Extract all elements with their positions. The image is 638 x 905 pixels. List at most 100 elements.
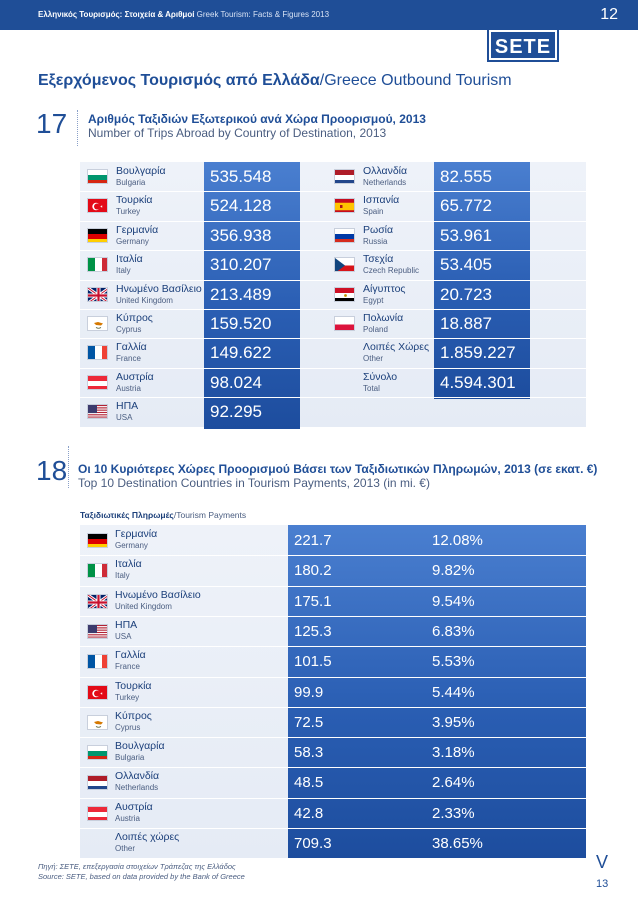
country-name-gr: Βουλγαρία bbox=[115, 740, 165, 753]
russia-flag-icon bbox=[334, 227, 355, 243]
country-name-en: Cyprus bbox=[116, 325, 142, 334]
payments-subtitle-gr: Ταξιδιωτικές Πληρωμές bbox=[80, 510, 174, 520]
country-name-gr: Ρωσία bbox=[363, 223, 394, 236]
trips-right-value-bar bbox=[434, 162, 530, 400]
payment-share: 38.65% bbox=[432, 835, 483, 852]
country-name-en: Austria bbox=[115, 813, 140, 823]
country-label: Ηνωμένο Βασίλειο United Kingdom bbox=[115, 589, 201, 611]
payment-value: 42.8 bbox=[294, 804, 324, 822]
payment-value: 180.2 bbox=[294, 562, 332, 580]
germany-flag-icon bbox=[87, 227, 108, 243]
country-name-en: Cyprus bbox=[115, 722, 141, 732]
payment-share: 5.53% bbox=[432, 653, 475, 671]
country-name-gr: Πολωνία bbox=[363, 312, 404, 324]
country-label: Ρωσία Russia bbox=[363, 224, 393, 246]
country-name-gr: Αυστρία bbox=[116, 370, 154, 383]
row-divider bbox=[80, 191, 586, 193]
cyprus-flag-icon bbox=[87, 714, 108, 730]
trips-value: 310.207 bbox=[210, 255, 272, 275]
row-divider bbox=[80, 797, 586, 799]
row-divider bbox=[80, 397, 586, 399]
row-divider bbox=[80, 367, 586, 369]
turkey-flag-icon bbox=[87, 198, 108, 214]
payment-share: 9.82% bbox=[432, 562, 475, 580]
netherlands-flag-icon bbox=[334, 169, 355, 184]
country-name-en: Czech Republic bbox=[363, 266, 420, 276]
country-name-en: Netherlands bbox=[363, 178, 407, 187]
row-divider bbox=[80, 585, 586, 587]
country-label: Τουρκία Turkey bbox=[116, 194, 152, 216]
country-name-en: Bulgaria bbox=[116, 178, 146, 187]
country-name-gr: Ισπανία bbox=[363, 194, 400, 207]
country-label: Γαλλία France bbox=[115, 649, 146, 671]
running-title-gr: Ελληνικός Τουρισμός: Στοιχεία & Αριθμοί bbox=[38, 10, 195, 19]
country-label: Κύπρος Cyprus bbox=[115, 710, 152, 732]
country-name-gr: Ηνωμένο Βασίλειο bbox=[115, 588, 201, 601]
country-name-en: Other bbox=[363, 354, 384, 364]
country-label: Αυστρία Austria bbox=[116, 371, 154, 393]
row-divider bbox=[80, 338, 586, 340]
country-name-gr: Τσεχία bbox=[363, 253, 394, 266]
trips-value: 20.723 bbox=[440, 284, 492, 304]
usa-flag-icon bbox=[87, 404, 108, 420]
country-label: Βουλγαρία Bulgaria bbox=[115, 740, 165, 762]
block-17-title-gr: Αριθμός Ταξιδιών Εξωτερικού ανά Χώρα Προ… bbox=[88, 112, 426, 126]
country-name-gr: Αίγυπτος bbox=[363, 282, 406, 295]
country-name-en: USA bbox=[115, 631, 132, 641]
trips-value: 149.622 bbox=[210, 343, 272, 363]
trips-value: 53.405 bbox=[440, 255, 492, 275]
row-divider bbox=[80, 828, 586, 829]
country-name-en: United Kingdom bbox=[115, 601, 172, 611]
trips-value: 82.555 bbox=[440, 167, 492, 186]
country-name-gr: Λοιπές χώρες bbox=[115, 831, 180, 843]
country-label: Αυστρία Austria bbox=[115, 801, 153, 823]
country-name-en: Italy bbox=[116, 266, 131, 276]
payment-share: 9.54% bbox=[432, 592, 475, 610]
country-name-en: Germany bbox=[115, 541, 148, 550]
country-name-gr: Σύνολο bbox=[363, 370, 398, 383]
page-number-bottom: 13 bbox=[596, 878, 609, 890]
france-flag-icon bbox=[87, 654, 108, 670]
country-label: ΗΠΑ USA bbox=[115, 619, 137, 641]
trips-value: 18.887 bbox=[440, 314, 492, 333]
payment-share: 5.44% bbox=[432, 683, 475, 701]
country-name-gr: Ολλανδία bbox=[363, 165, 408, 177]
country-name-en: Netherlands bbox=[115, 783, 159, 793]
row-divider bbox=[80, 767, 586, 769]
payments-subtitle: Ταξιδιωτικές Πληρωμές/Tourism Payments bbox=[80, 510, 246, 520]
usa-flag-icon bbox=[87, 623, 108, 639]
country-label: Ιταλία Italy bbox=[115, 558, 142, 580]
country-name-en: Turkey bbox=[115, 692, 140, 702]
payment-value: 58.3 bbox=[294, 744, 324, 762]
payment-share: 2.64% bbox=[432, 774, 475, 792]
country-label: ΗΠΑ USA bbox=[116, 400, 138, 422]
payment-value: 175.1 bbox=[294, 592, 332, 610]
top-bar: Ελληνικός Τουρισμός: Στοιχεία & Αριθμοί … bbox=[0, 0, 638, 30]
trips-value: 535.548 bbox=[210, 167, 272, 186]
austria-flag-icon bbox=[87, 374, 108, 390]
country-name-en: Poland bbox=[363, 325, 388, 334]
egypt-flag-icon bbox=[334, 286, 355, 302]
country-name-en: Bulgaria bbox=[115, 753, 145, 763]
country-name-gr: Γαλλία bbox=[116, 341, 147, 354]
source-note: Πηγή: ΣΕΤΕ, επεξεργασία στοιχείων Τράπεζ… bbox=[38, 862, 245, 882]
chevron-down-icon: V bbox=[596, 852, 609, 872]
block-18-number: 18 bbox=[36, 455, 68, 486]
payment-value: 48.5 bbox=[294, 774, 324, 792]
trips-value: 356.938 bbox=[210, 225, 272, 245]
country-label: Πολωνία Poland bbox=[363, 312, 403, 334]
austria-flag-icon bbox=[87, 805, 108, 821]
source-en: Source: SETE, based on data provided by … bbox=[38, 872, 245, 881]
block-17-title: Αριθμός Ταξιδιών Εξωτερικού ανά Χώρα Προ… bbox=[88, 112, 426, 140]
country-label: Σύνολο Total bbox=[363, 371, 397, 393]
poland-flag-icon bbox=[334, 316, 355, 331]
country-name-gr: Ολλανδία bbox=[115, 770, 160, 783]
row-divider bbox=[80, 279, 586, 281]
trips-left-value-bar bbox=[204, 162, 300, 429]
country-label: Λοιπές Χώρες Other bbox=[363, 341, 429, 363]
country-name-gr: Τουρκία bbox=[116, 194, 153, 207]
section-title-gr: Εξερχόμενος Τουρισμός από Ελλάδα bbox=[38, 72, 320, 89]
country-label: Γερμανία Germany bbox=[116, 224, 158, 246]
country-name-en: Total bbox=[363, 383, 380, 393]
country-label: Τουρκία Turkey bbox=[115, 680, 151, 702]
